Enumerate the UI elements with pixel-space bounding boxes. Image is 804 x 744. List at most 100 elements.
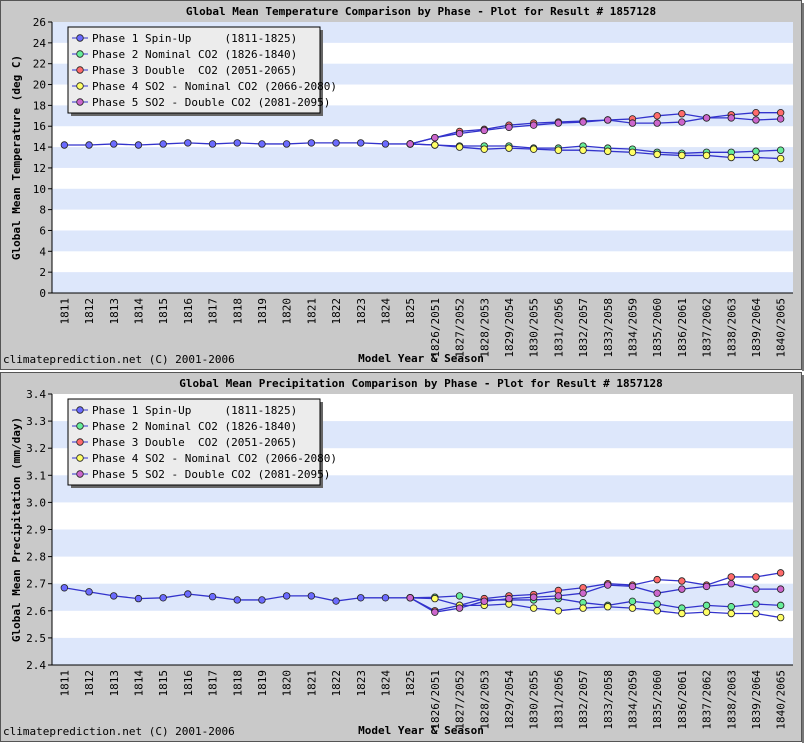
x-tick-label: 1815: [157, 298, 170, 325]
x-tick-label: 1822: [330, 670, 343, 697]
panel-shadow: [802, 375, 804, 743]
data-point: [184, 139, 192, 147]
y-tick-label: 3.1: [26, 469, 46, 482]
x-tick-label: 1835/2060: [651, 670, 664, 730]
series-line: [410, 143, 781, 160]
x-tick-label: 1822: [330, 298, 343, 325]
series-line: [410, 597, 781, 619]
y-tick-label: 2.7: [26, 578, 46, 591]
data-point: [604, 603, 612, 611]
x-tick-label: 1832/2057: [577, 670, 590, 730]
x-tick-label: 1818: [231, 298, 244, 325]
x-tick-label: 1824: [379, 670, 392, 697]
data-point: [110, 592, 118, 600]
legend-marker: [76, 406, 84, 414]
x-tick-label: 1837/2062: [701, 298, 714, 358]
y-tick-label: 2.8: [26, 551, 46, 564]
x-tick-label: 1811: [58, 298, 71, 325]
data-point: [554, 119, 563, 127]
legend-marker: [76, 50, 84, 58]
grid-band: [52, 529, 793, 557]
y-tick-label: 20: [33, 79, 46, 92]
y-tick-label: 2.4: [26, 659, 46, 672]
x-tick-label: 1833/2058: [602, 670, 615, 730]
data-point: [752, 116, 760, 124]
y-tick-label: 14: [33, 141, 47, 154]
x-tick-label: 1817: [207, 670, 220, 697]
x-tick-label: 1821: [305, 670, 318, 697]
data-point: [727, 603, 735, 611]
x-tick-label: 1825: [404, 670, 417, 697]
legend-label: Phase 2 Nominal CO2 (1826-1840): [92, 420, 297, 433]
x-tick-label: 1820: [281, 298, 294, 325]
legend-marker: [76, 98, 84, 106]
data-point: [727, 579, 735, 588]
data-point: [653, 575, 661, 584]
y-tick-label: 2.6: [26, 605, 46, 618]
data-point: [776, 108, 785, 117]
x-tick-label: 1819: [256, 298, 269, 325]
data-point: [702, 151, 711, 160]
x-tick-label: 1826/2051: [429, 670, 442, 730]
x-tick-label: 1828/2053: [478, 670, 491, 730]
data-point: [554, 146, 563, 154]
chart-title: Global Mean Precipitation Comparison by …: [179, 377, 662, 390]
data-point: [480, 126, 488, 135]
data-point: [431, 594, 439, 603]
data-point: [505, 144, 513, 152]
data-point: [678, 118, 686, 126]
data-point: [258, 140, 266, 148]
x-tick-label: 1827/2052: [454, 670, 467, 730]
data-point: [60, 141, 69, 149]
x-tick-label: 1811: [58, 670, 71, 697]
data-point: [208, 140, 217, 148]
data-point: [208, 593, 217, 601]
x-tick-label: 1814: [132, 298, 145, 325]
data-point: [579, 589, 587, 597]
legend-label: Phase 5 SO2 - Double CO2 (2081-2095): [92, 96, 330, 109]
legend-box: [67, 398, 321, 486]
legend-label: Phase 4 SO2 - Nominal CO2 (2066-2080): [92, 452, 337, 465]
data-point: [357, 594, 365, 602]
data-point: [282, 592, 291, 600]
x-tick-label: 1830/2055: [528, 670, 541, 730]
data-point: [233, 139, 241, 147]
x-tick-label: 1817: [207, 298, 220, 325]
y-tick-label: 8: [39, 204, 46, 217]
data-point: [702, 601, 711, 610]
data-point: [110, 140, 118, 148]
chart-panel: Global Mean Temperature Comparison by Ph…: [0, 0, 804, 371]
legend-label: Phase 3 Double CO2 (2051-2065): [92, 436, 297, 449]
data-point: [579, 118, 587, 126]
legend-marker: [76, 66, 84, 74]
data-point: [678, 151, 686, 160]
data-point: [776, 613, 785, 622]
x-tick-label: 1840/2065: [775, 298, 788, 358]
data-point: [653, 119, 661, 127]
x-tick-label: 1824: [379, 298, 392, 325]
data-point: [307, 592, 316, 600]
x-tick-label: 1813: [108, 298, 121, 325]
x-tick-label: 1814: [132, 670, 145, 697]
legend-label: Phase 2 Nominal CO2 (1826-1840): [92, 48, 297, 61]
data-point: [480, 145, 488, 153]
x-tick-label: 1831/2056: [552, 670, 565, 730]
data-point: [529, 145, 538, 153]
data-point: [60, 584, 69, 592]
grid-band: [52, 188, 793, 210]
data-point: [579, 146, 587, 154]
data-point: [505, 594, 513, 603]
y-tick-label: 0: [39, 287, 46, 300]
x-tick-label: 1831/2056: [552, 298, 565, 358]
data-point: [406, 140, 414, 148]
x-tick-label: 1835/2060: [651, 298, 664, 358]
chart-panel: Global Mean Precipitation Comparison by …: [0, 372, 804, 743]
y-tick-label: 16: [33, 120, 46, 133]
data-point: [628, 582, 637, 591]
x-tick-label: 1838/2063: [725, 298, 738, 358]
y-tick-label: 2: [39, 266, 46, 279]
data-point: [678, 110, 686, 118]
panel-shadow: [802, 3, 804, 371]
x-tick-label: 1836/2061: [676, 298, 689, 358]
